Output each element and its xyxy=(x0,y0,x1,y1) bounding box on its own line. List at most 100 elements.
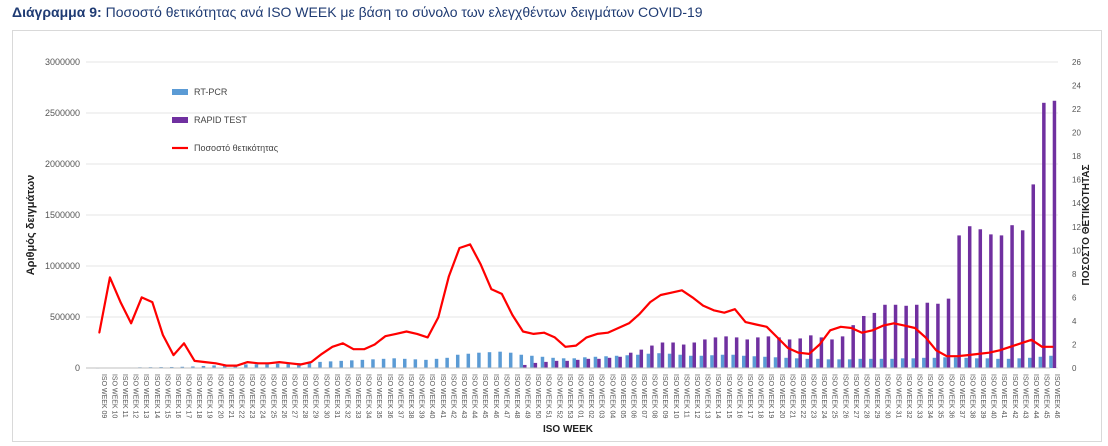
rt-pcr-bar xyxy=(763,356,767,368)
rt-pcr-bar xyxy=(689,355,693,368)
rapid-test-bar xyxy=(1031,184,1036,368)
rt-pcr-bar xyxy=(244,364,248,368)
x-tick-label: ISO WEEK 27 xyxy=(852,374,859,418)
positivity-point xyxy=(956,355,959,358)
x-tick-label: ISO WEEK 20 xyxy=(216,374,223,418)
rapid-test-bar xyxy=(756,337,760,368)
positivity-point xyxy=(447,275,450,278)
positivity-point xyxy=(702,304,705,307)
x-tick-label: ISO WEEK 16 xyxy=(174,374,181,418)
rapid-test-bar xyxy=(1020,230,1025,368)
rapid-test-bar xyxy=(925,302,930,368)
x-tick-label: ISO WEEK 47 xyxy=(502,374,509,418)
rapid-test-bar xyxy=(544,361,548,368)
y2-axis-title: ΠΟΣΟΣΤΟ ΘΕΤΙΚΟΤΗΤΑΣ xyxy=(1081,164,1092,285)
positivity-point xyxy=(712,309,715,312)
y2-tick-label: 20 xyxy=(1072,129,1081,138)
y2-tick-label: 2 xyxy=(1072,340,1077,349)
x-tick-label: ISO WEEK 09 xyxy=(661,374,668,418)
rt-pcr-bar xyxy=(731,354,735,368)
x-tick-label: ISO WEEK 37 xyxy=(396,374,403,418)
rt-pcr-bar xyxy=(180,366,185,368)
rt-pcr-bar xyxy=(572,358,576,368)
rapid-test-bar xyxy=(724,336,728,368)
rapid-test-bar xyxy=(777,337,781,368)
x-tick-label: ISO WEEK 41 xyxy=(439,374,446,418)
x-tick-label: ISO WEEK 38 xyxy=(969,374,976,418)
x-tick-label: ISO WEEK 12 xyxy=(693,374,700,418)
rapid-test-bar xyxy=(936,303,940,368)
positivity-point xyxy=(924,336,927,339)
rt-pcr-bar xyxy=(847,359,852,368)
rt-pcr-bar xyxy=(985,358,990,368)
x-tick-label: ISO WEEK 31 xyxy=(333,374,340,418)
positivity-point xyxy=(225,364,228,367)
positivity-point xyxy=(998,349,1001,352)
rapid-test-bar xyxy=(840,336,845,368)
rt-pcr-bar xyxy=(593,356,598,368)
rt-pcr-bar xyxy=(413,359,418,368)
positivity-point xyxy=(818,343,821,346)
positivity-point xyxy=(193,360,196,362)
rapid-test-bar xyxy=(692,342,697,368)
x-tick-label: ISO WEEK 10 xyxy=(672,374,679,418)
positivity-point xyxy=(511,314,514,316)
x-tick-label: ISO WEEK 05 xyxy=(619,374,626,418)
positivity-point xyxy=(786,347,789,349)
rapid-test-bar xyxy=(734,337,739,368)
positivity-point xyxy=(935,349,938,352)
positivity-point xyxy=(98,331,101,334)
rapid-test-bar xyxy=(1042,102,1046,369)
positivity-point xyxy=(395,332,397,335)
x-tick-label: ISO WEEK 11 xyxy=(121,374,128,418)
positivity-point xyxy=(246,361,249,364)
x-tick-label: ISO WEEK 18 xyxy=(757,374,764,418)
x-tick-label: ISO WEEK 25 xyxy=(831,374,838,418)
x-tick-label: ISO WEEK 30 xyxy=(322,374,329,418)
positivity-point xyxy=(861,331,863,334)
x-tick-label: ISO WEEK 46 xyxy=(1053,374,1060,418)
positivity-point xyxy=(765,325,768,328)
x-tick-label: ISO WEEK 36 xyxy=(386,374,393,418)
rt-pcr-bar xyxy=(943,357,947,368)
y-tick-label: 2000000 xyxy=(45,159,80,169)
legend-label: Ποσοστό θετικότητας xyxy=(194,143,279,153)
rapid-test-bar xyxy=(745,339,749,368)
x-tick-label: ISO WEEK 22 xyxy=(238,374,245,418)
y-tick-label: 1000000 xyxy=(45,261,80,271)
iso-week-positivity-chart: 0 500000 1000000 1500000 2000000 2500000 30000… xyxy=(12,30,1102,442)
y2-tick-label: 18 xyxy=(1072,152,1081,161)
x-tick-label: ISO WEEK 33 xyxy=(916,374,923,418)
y2-tick-label: 12 xyxy=(1072,223,1081,232)
positivity-point xyxy=(1020,342,1022,345)
x-tick-label: ISO WEEK 48 xyxy=(513,374,520,418)
positivity-point xyxy=(967,354,969,356)
rt-pcr-bar xyxy=(720,354,725,368)
x-tick-label: ISO WEEK 52 xyxy=(555,374,562,418)
x-tick-label: ISO WEEK 15 xyxy=(725,374,732,418)
positivity-point xyxy=(214,362,217,365)
rapid-test-bar xyxy=(607,357,612,368)
rt-pcr-bar xyxy=(667,353,672,368)
rapid-test-bar xyxy=(639,349,644,368)
positivity-point xyxy=(734,308,736,311)
x-tick-label: ISO WEEK 21 xyxy=(788,374,795,418)
positivity-point xyxy=(1051,345,1054,348)
positivity-point xyxy=(426,336,429,339)
positivity-point xyxy=(183,342,185,345)
positivity-point xyxy=(543,331,546,334)
y2-tick-label: 8 xyxy=(1072,270,1077,279)
rt-pcr-bar xyxy=(1028,357,1032,368)
rt-pcr-bar xyxy=(583,357,587,368)
legend-swatch xyxy=(172,117,188,123)
x-tick-label: ISO WEEK 07 xyxy=(640,374,647,418)
rapid-test-bar xyxy=(576,359,580,368)
rt-pcr-bar xyxy=(900,358,905,368)
x-tick-label: ISO WEEK 40 xyxy=(428,374,435,418)
x-tick-label: ISO WEEK 17 xyxy=(185,374,192,418)
positivity-point xyxy=(342,342,344,345)
positivity-point xyxy=(892,322,895,325)
rt-pcr-bar xyxy=(625,355,629,368)
positivity-point xyxy=(1041,345,1044,348)
